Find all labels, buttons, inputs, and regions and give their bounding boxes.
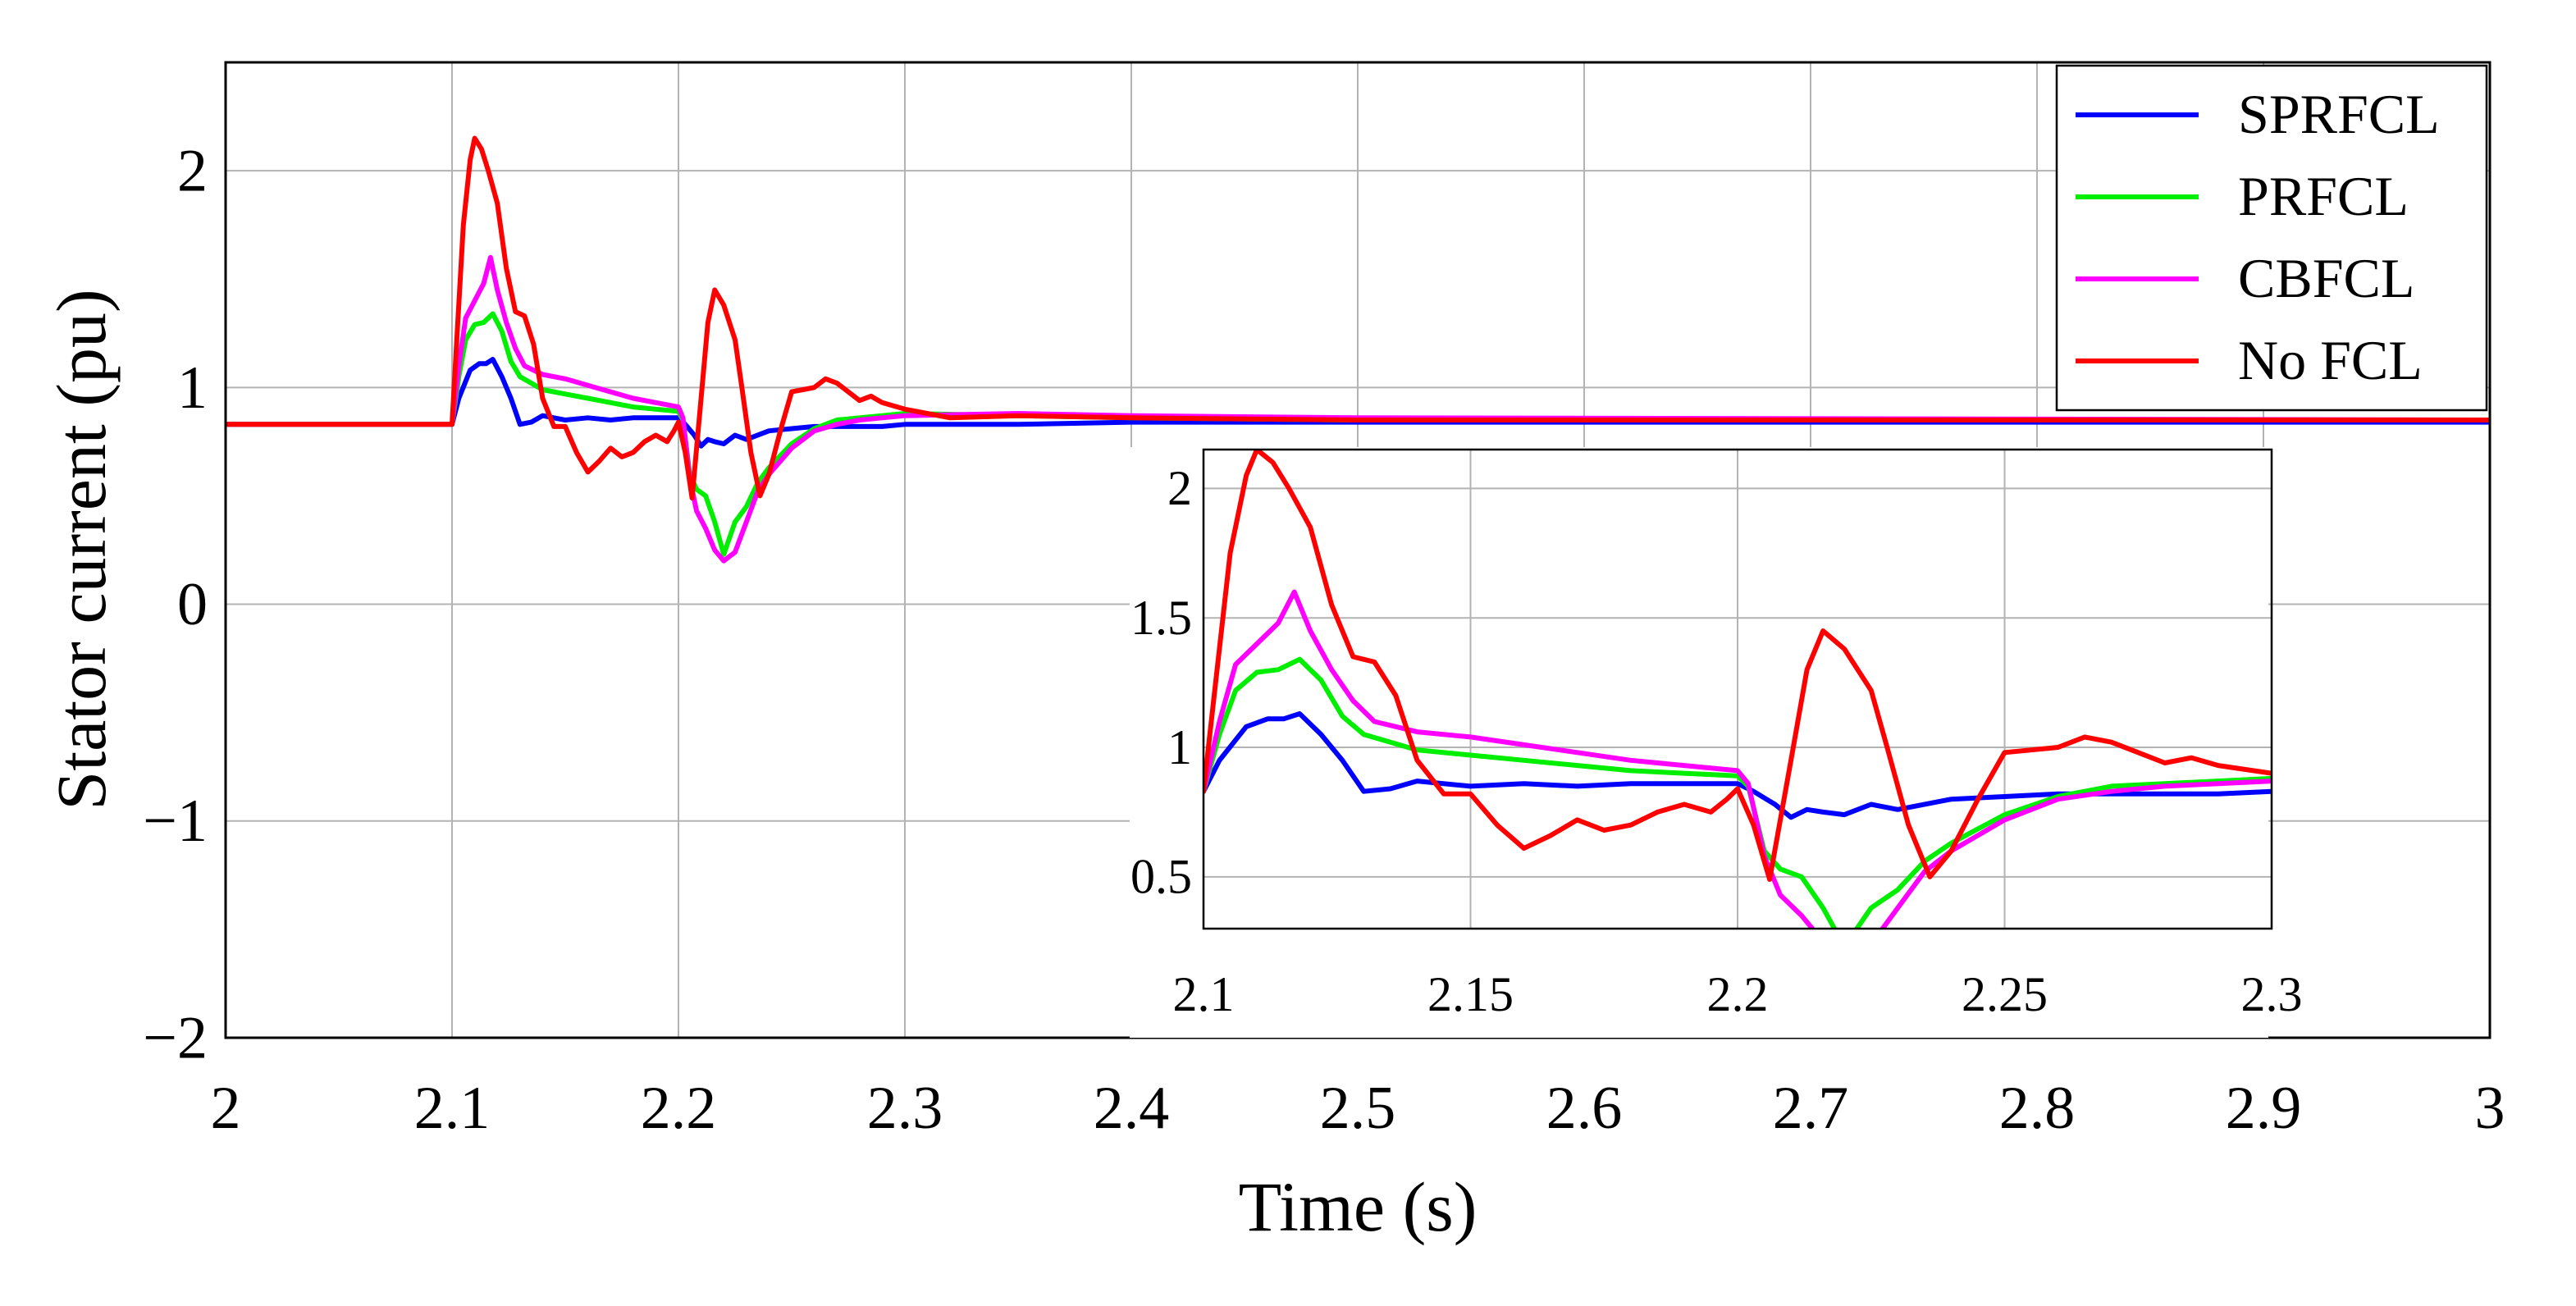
inset-x-tick-label: 2.15 [1427, 967, 1514, 1021]
main-y-tick-label: 1 [177, 354, 208, 422]
inset-series-lines [1204, 450, 2272, 929]
main-x-tick-label: 2.3 [867, 1075, 943, 1142]
legend-box [2055, 64, 2488, 412]
main-x-tick-label: 3 [2475, 1075, 2505, 1142]
main-y-tick-labels: −2 −1 0 1 2 [143, 138, 208, 1072]
inset-x-tick-label: 2.3 [2241, 967, 2303, 1021]
x-axis-label: Time (s) [1239, 1167, 1478, 1246]
legend: SPRFCL PRFCL CBFCL No FCL [2055, 64, 2488, 412]
legend-label-cbfcl: CBFCL [2238, 247, 2414, 309]
inset-x-tick-labels: 2.1 2.15 2.2 2.25 2.3 [1173, 967, 2303, 1021]
inset-y-tick-label: 2 [1167, 461, 1192, 515]
inset-x-tick-label: 2.25 [1962, 967, 2048, 1021]
main-x-tick-label: 2.1 [414, 1075, 491, 1142]
inset-y-tick-label: 0.5 [1130, 850, 1192, 904]
main-x-tick-label: 2.7 [1773, 1075, 1849, 1142]
inset-series-no-fcl [1204, 450, 2272, 882]
inset-background [1130, 447, 2268, 1038]
main-x-tick-label: 2.5 [1320, 1075, 1396, 1142]
inset-y-tick-label: 1 [1167, 720, 1192, 774]
main-series-lines [226, 135, 2490, 564]
inset-x-tick-label: 2.1 [1173, 967, 1235, 1021]
legend-label-prfcl: PRFCL [2238, 165, 2409, 227]
main-x-tick-label: 2.9 [2226, 1075, 2302, 1142]
legend-label-no-fcl: No FCL [2238, 329, 2423, 391]
main-x-tick-label: 2.6 [1546, 1075, 1623, 1142]
main-x-tick-label: 2.4 [1094, 1075, 1170, 1142]
inset-y-tick-label: 1.5 [1130, 591, 1192, 645]
inset-series-sprfcl [1204, 711, 2272, 820]
main-y-tick-label: −1 [143, 788, 208, 855]
inset-series-cbfcl [1204, 589, 2272, 929]
main-x-tick-labels: 2 2.1 2.2 2.3 2.4 2.5 2.6 2.7 2.8 2.9 3 [211, 1075, 2505, 1142]
main-y-tick-label: 0 [177, 571, 208, 638]
inset-x-tick-label: 2.2 [1707, 967, 1769, 1021]
main-x-tick-label: 2.2 [641, 1075, 717, 1142]
main-series-no-fcl [226, 135, 2490, 501]
main-y-tick-label: −2 [143, 1004, 208, 1071]
main-x-tick-label: 2 [211, 1075, 241, 1142]
inset-grid [1204, 450, 2272, 929]
main-x-tick-label: 2.8 [1999, 1075, 2076, 1142]
legend-label-sprfcl: SPRFCL [2238, 83, 2440, 145]
inset-plot-frame [1202, 448, 2273, 930]
y-axis-label: Stator current (pu) [42, 289, 121, 810]
inset-y-tick-labels: 0.5 1 1.5 2 [1130, 461, 1192, 904]
main-y-tick-label: 2 [177, 138, 208, 205]
